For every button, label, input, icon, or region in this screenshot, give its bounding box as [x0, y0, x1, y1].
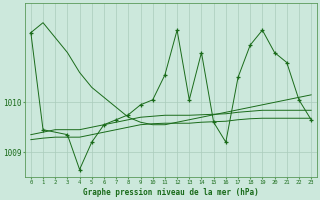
X-axis label: Graphe pression niveau de la mer (hPa): Graphe pression niveau de la mer (hPa)	[83, 188, 259, 197]
